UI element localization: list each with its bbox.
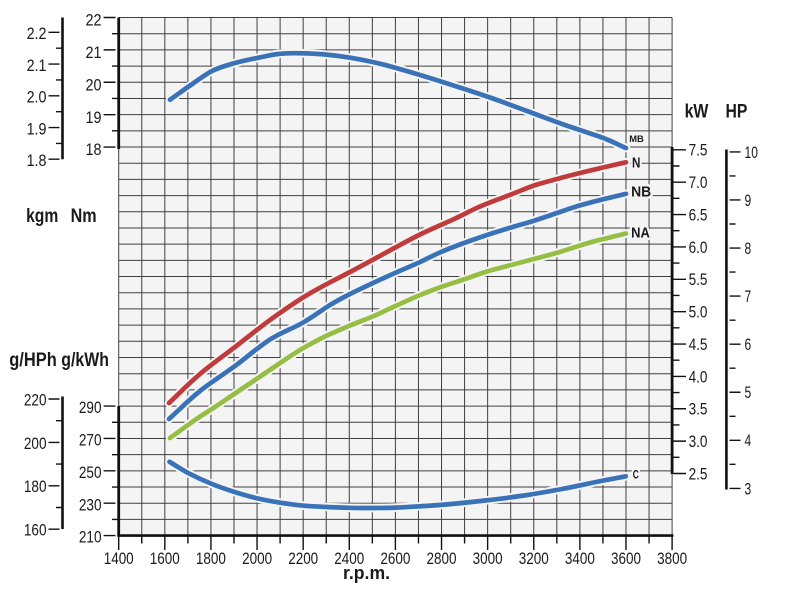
svg-text:210: 210 [79, 529, 102, 547]
svg-text:Nm: Nm [71, 206, 97, 227]
svg-text:2.1: 2.1 [27, 57, 47, 75]
svg-text:2000: 2000 [242, 550, 272, 568]
svg-text:C: C [633, 469, 639, 481]
svg-text:3.0: 3.0 [689, 433, 708, 451]
svg-text:2800: 2800 [427, 550, 457, 568]
svg-text:3000: 3000 [473, 550, 503, 568]
svg-text:3.5: 3.5 [689, 401, 708, 419]
svg-text:270: 270 [79, 432, 102, 450]
svg-text:160: 160 [24, 522, 47, 540]
svg-text:NA: NA [631, 225, 650, 241]
svg-text:3400: 3400 [565, 550, 595, 568]
svg-text:4.5: 4.5 [689, 336, 708, 354]
svg-text:5.5: 5.5 [689, 271, 708, 289]
svg-text:6.0: 6.0 [689, 239, 708, 257]
svg-text:3: 3 [745, 480, 752, 498]
svg-text:5: 5 [745, 384, 752, 402]
svg-text:1600: 1600 [150, 550, 180, 568]
svg-text:19: 19 [86, 109, 102, 127]
svg-text:MB: MB [629, 134, 644, 145]
svg-text:kW: kW [685, 102, 709, 123]
svg-text:3200: 3200 [519, 550, 549, 568]
svg-text:22: 22 [86, 12, 102, 30]
svg-text:4.0: 4.0 [689, 368, 708, 386]
svg-text:NB: NB [631, 185, 651, 201]
svg-text:2400: 2400 [334, 550, 364, 568]
svg-text:3800: 3800 [657, 550, 687, 568]
svg-text:1.9: 1.9 [27, 120, 47, 138]
svg-text:180: 180 [24, 478, 47, 496]
svg-text:1400: 1400 [104, 550, 134, 568]
svg-text:2200: 2200 [288, 550, 318, 568]
svg-text:250: 250 [79, 464, 102, 482]
svg-text:230: 230 [79, 496, 102, 514]
svg-text:5.0: 5.0 [689, 304, 708, 322]
svg-text:1.8: 1.8 [27, 152, 47, 170]
svg-text:21: 21 [86, 44, 102, 62]
svg-text:9: 9 [745, 192, 752, 210]
svg-text:7: 7 [745, 288, 752, 306]
svg-text:10: 10 [745, 144, 758, 162]
svg-text:g/kWh: g/kWh [61, 350, 109, 371]
svg-text:HP: HP [725, 102, 747, 123]
svg-text:18: 18 [86, 141, 102, 159]
svg-text:200: 200 [24, 435, 47, 453]
svg-text:290: 290 [79, 399, 102, 417]
svg-text:6: 6 [745, 336, 752, 354]
svg-text:r.p.m.: r.p.m. [343, 563, 390, 583]
svg-text:6.5: 6.5 [689, 206, 708, 224]
svg-text:2.5: 2.5 [689, 465, 708, 483]
svg-text:3600: 3600 [611, 550, 641, 568]
svg-text:2.2: 2.2 [27, 25, 47, 43]
svg-text:4: 4 [745, 432, 752, 450]
svg-text:7.0: 7.0 [689, 174, 708, 192]
svg-text:8: 8 [745, 240, 752, 258]
svg-text:g/HPh: g/HPh [9, 350, 57, 371]
svg-text:1800: 1800 [196, 550, 226, 568]
svg-text:20: 20 [86, 77, 102, 95]
svg-text:kgm: kgm [26, 206, 58, 227]
svg-text:220: 220 [24, 391, 47, 409]
svg-text:7.5: 7.5 [689, 142, 708, 160]
svg-text:2600: 2600 [380, 550, 410, 568]
svg-text:N: N [632, 156, 640, 172]
svg-text:2.0: 2.0 [27, 89, 47, 107]
